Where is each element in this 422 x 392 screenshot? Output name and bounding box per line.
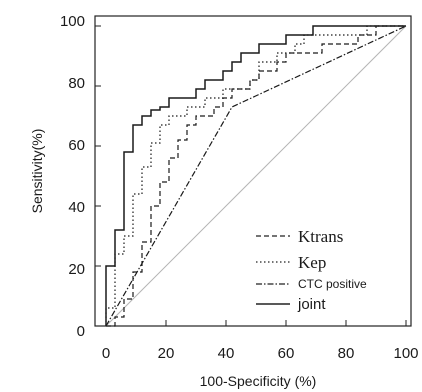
x-tick-label: 20 [158, 345, 175, 362]
series-line-ktrans [106, 25, 406, 327]
x-axis-title: 100-Specificity (%) [200, 373, 317, 389]
series-line-joint [105, 25, 406, 326]
reference-diagonal-line [105, 25, 407, 327]
legend-label-ktrans: Ktrans [298, 227, 343, 246]
plot-frame [94, 15, 412, 327]
ticks-group [95, 25, 407, 327]
x-tick-label: 100 [393, 345, 418, 362]
legend-label-kep: Kep [298, 253, 326, 272]
legend: Ktrans Kep CTC positive joint [256, 227, 367, 313]
y-tick-label: 100 [60, 13, 85, 30]
legend-label-ctc: CTC positive [298, 277, 367, 291]
x-tick-label: 0 [102, 345, 110, 362]
x-tick-label: 40 [218, 345, 235, 362]
y-tick-label: 0 [77, 323, 85, 340]
y-tick-label: 60 [68, 137, 85, 154]
y-tick-label: 40 [68, 199, 85, 216]
y-tick-label: 80 [68, 75, 85, 92]
x-tick-label: 80 [338, 345, 355, 362]
y-axis-title: Sensitivity(%) [29, 129, 45, 214]
legend-label-joint: joint [297, 296, 326, 313]
series-group [105, 25, 407, 327]
series-line-ctc-positive [105, 25, 407, 327]
y-tick-label: 20 [68, 261, 85, 278]
x-tick-label: 60 [278, 345, 295, 362]
